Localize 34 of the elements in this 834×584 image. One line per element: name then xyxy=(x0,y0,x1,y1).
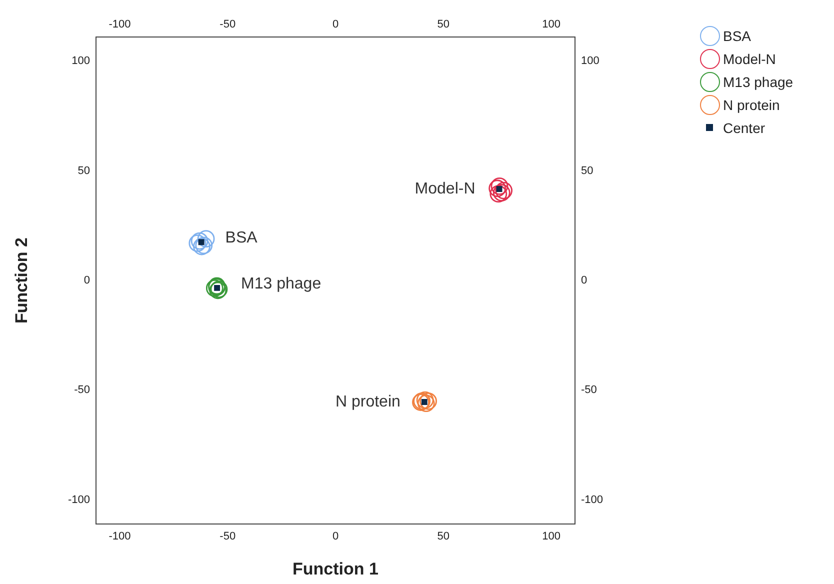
x-tick-label: 50 xyxy=(437,530,450,543)
y2-tick-label: 50 xyxy=(581,164,594,177)
point xyxy=(197,230,215,248)
legend-label: Model-N xyxy=(723,50,776,66)
annotation: N protein xyxy=(335,393,400,410)
x-tick-label: -100 xyxy=(108,530,131,543)
x2-tick-label: 0 xyxy=(332,18,339,30)
x-tick-label: -50 xyxy=(220,530,236,543)
y2-tick-label: 100 xyxy=(581,55,600,68)
y2-tick-label: 0 xyxy=(581,274,588,287)
x-tick-label: 0 xyxy=(332,530,339,543)
legend-label: N protein xyxy=(723,96,780,112)
point xyxy=(416,391,434,409)
x-tick-label: 100 xyxy=(542,530,560,543)
x2-tick-label: 100 xyxy=(542,18,560,30)
annotation: M13 phage xyxy=(241,275,322,292)
x2-tick-label: -50 xyxy=(220,18,236,30)
y-tick-label: 100 xyxy=(72,55,90,68)
x2-tick-label: 50 xyxy=(437,18,450,30)
annotation: BSA xyxy=(225,230,258,247)
y-tick-label: -100 xyxy=(68,494,90,506)
legend-label: M13 phage xyxy=(723,74,794,90)
legend-label: BSA xyxy=(723,28,752,44)
y-tick-label: 50 xyxy=(78,164,90,177)
point xyxy=(490,185,508,203)
y-tick-label: -50 xyxy=(74,384,90,396)
legend-label: Center xyxy=(723,120,766,136)
x-axis-title: Function 1 xyxy=(292,559,378,578)
x2-tick-label: -100 xyxy=(108,18,131,30)
annotation: Model-N xyxy=(414,180,476,198)
y-tick-label: 0 xyxy=(84,274,90,287)
y2-tick-label: -100 xyxy=(581,494,604,506)
y2-tick-label: -50 xyxy=(581,384,597,396)
y-axis-title: Function 2 xyxy=(12,238,31,324)
